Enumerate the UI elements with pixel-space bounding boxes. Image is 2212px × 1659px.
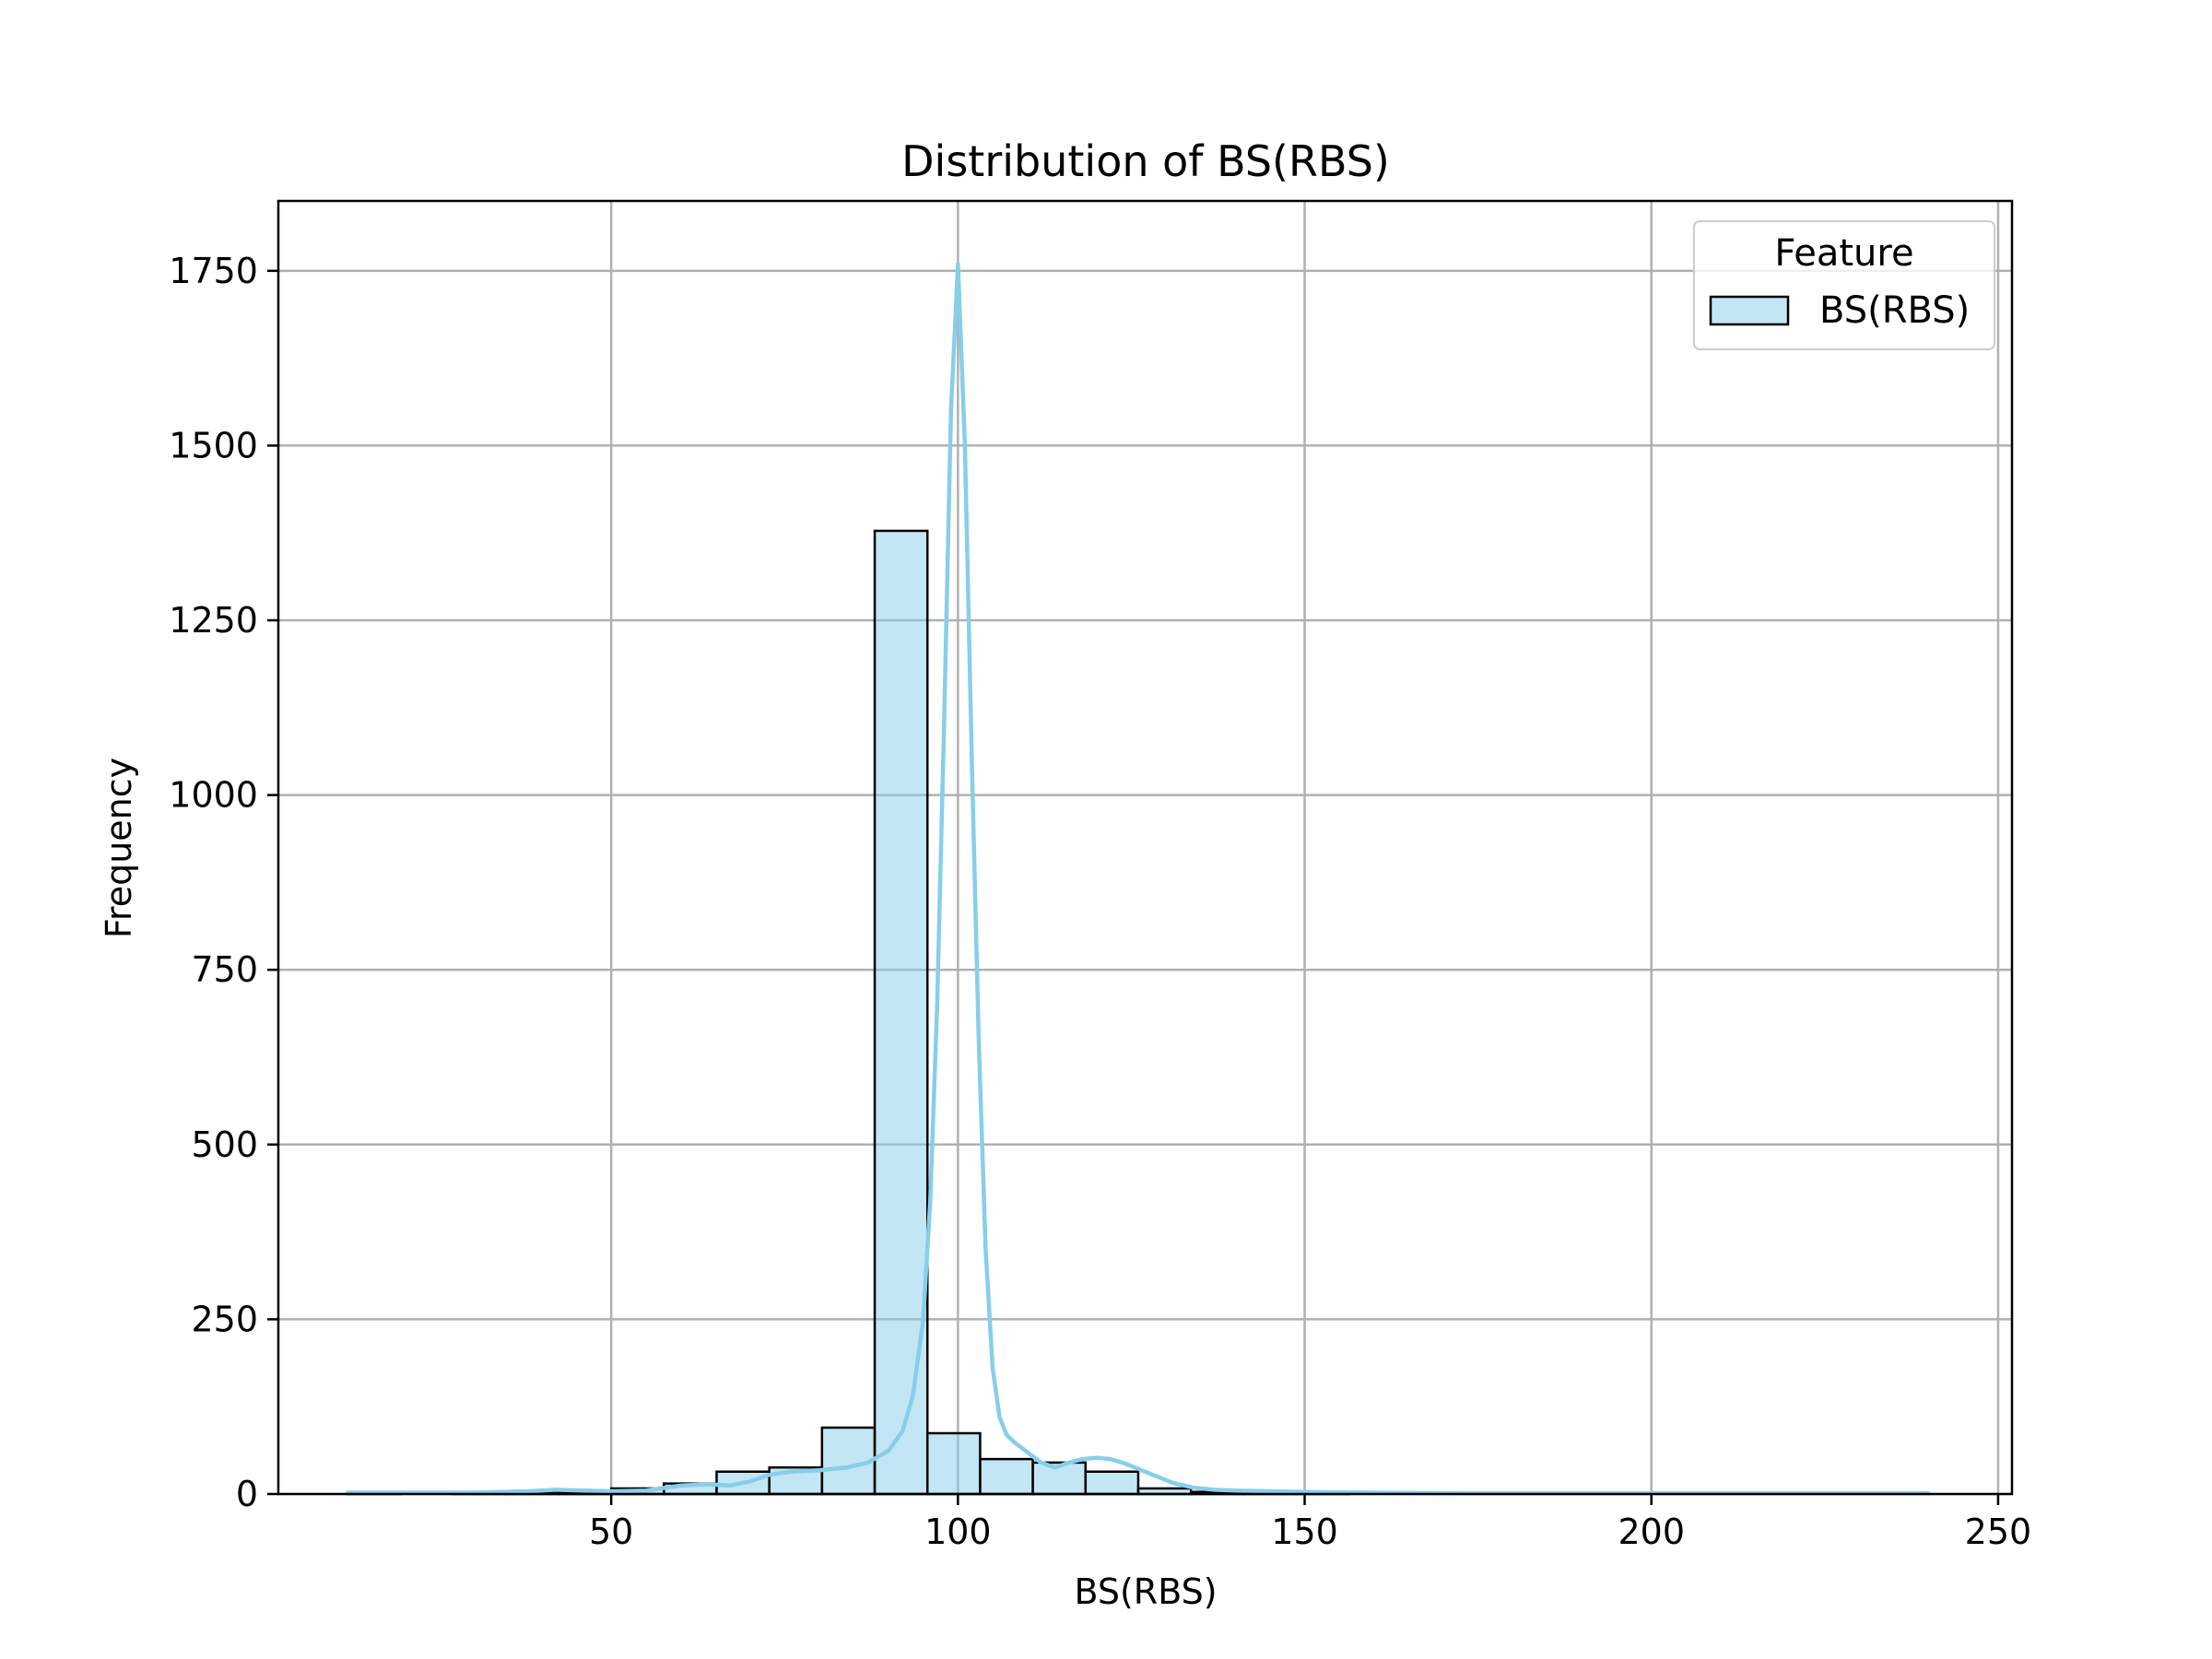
- x-tick-label: 250: [1965, 1512, 2032, 1552]
- y-tick-label: 1250: [169, 600, 258, 641]
- y-tick-label: 1750: [169, 251, 258, 291]
- plot-frame: [276, 199, 2014, 1496]
- y-tick-label: 1500: [169, 425, 258, 465]
- histogram-bar: [873, 529, 929, 1496]
- kde-line: [345, 262, 1931, 1496]
- legend: Feature BS(RBS): [1693, 220, 1995, 350]
- x-tick-label: 50: [589, 1512, 633, 1552]
- legend-entry-label: BS(RBS): [1819, 289, 1970, 332]
- y-axis-label: Frequency: [99, 758, 139, 938]
- x-tick-label: 200: [1618, 1512, 1685, 1552]
- y-tick-label: 1000: [169, 775, 258, 816]
- x-tick-label: 150: [1271, 1512, 1338, 1552]
- histogram-bar: [1084, 1470, 1140, 1496]
- y-tick-label: 750: [191, 949, 258, 990]
- y-tick-label: 500: [191, 1124, 258, 1165]
- y-tick-label: 0: [236, 1474, 258, 1514]
- y-axis-ticks: 0 250 500 750 1000 1250 1500 1750: [169, 251, 278, 1514]
- histogram-bar: [925, 1431, 982, 1496]
- legend-swatch: [1709, 295, 1790, 326]
- histogram-bar: [979, 1457, 1034, 1496]
- grid-lines: [278, 201, 2012, 1496]
- legend-title: Feature: [1774, 232, 1913, 275]
- x-axis-label: BS(RBS): [1074, 1571, 1217, 1612]
- chart-title: Distribution of BS(RBS): [901, 136, 1390, 186]
- x-axis-ticks: 50 100 150 200 250: [589, 1494, 2031, 1552]
- x-tick-label: 100: [924, 1512, 992, 1552]
- kde-curve: [345, 262, 1931, 1496]
- y-tick-label: 250: [191, 1299, 258, 1339]
